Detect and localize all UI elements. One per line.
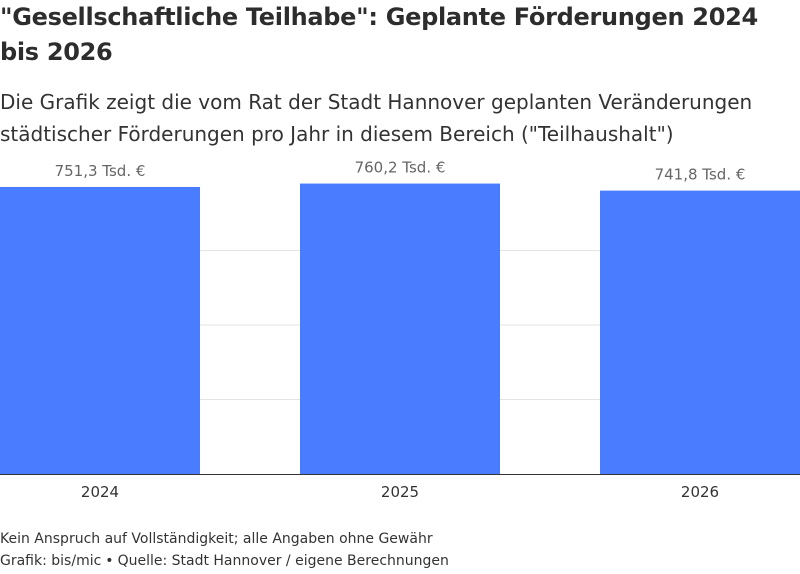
credit-text: Grafik: bis/mic [0,553,102,569]
x-tick-label-2025: 2025 [381,483,419,501]
source-text: Quelle: Stadt Hannover / eigene Berechnu… [117,553,449,569]
value-label-2026: 741,8 Tsd. € [655,166,746,184]
bars [0,183,800,474]
chart-title: "Gesellschaftliche Teilhabe": Geplante F… [0,3,758,66]
separator-dot: • [105,553,114,569]
bar-2024 [0,186,200,474]
footer-notes: Kein Anspruch auf Vollständigkeit; alle … [0,528,800,572]
bar-2026 [600,190,800,474]
x-axis-ticks: 2024 2025 2026 [81,483,719,501]
chart-subtitle: Die Grafik zeigt die vom Rat der Stadt H… [0,90,753,146]
disclaimer-text: Kein Anspruch auf Vollständigkeit; alle … [0,531,433,547]
x-tick-label-2024: 2024 [81,483,119,501]
x-tick-label-2026: 2026 [681,483,719,501]
value-label-2025: 760,2 Tsd. € [355,159,446,177]
credit-line: Grafik: bis/mic • Quelle: Stadt Hannover /… [0,550,800,572]
value-label-2024: 751,3 Tsd. € [55,162,146,180]
bar-2025 [300,183,500,474]
value-labels: 751,3 Tsd. € 760,2 Tsd. € 741,8 Tsd. € [55,159,746,184]
